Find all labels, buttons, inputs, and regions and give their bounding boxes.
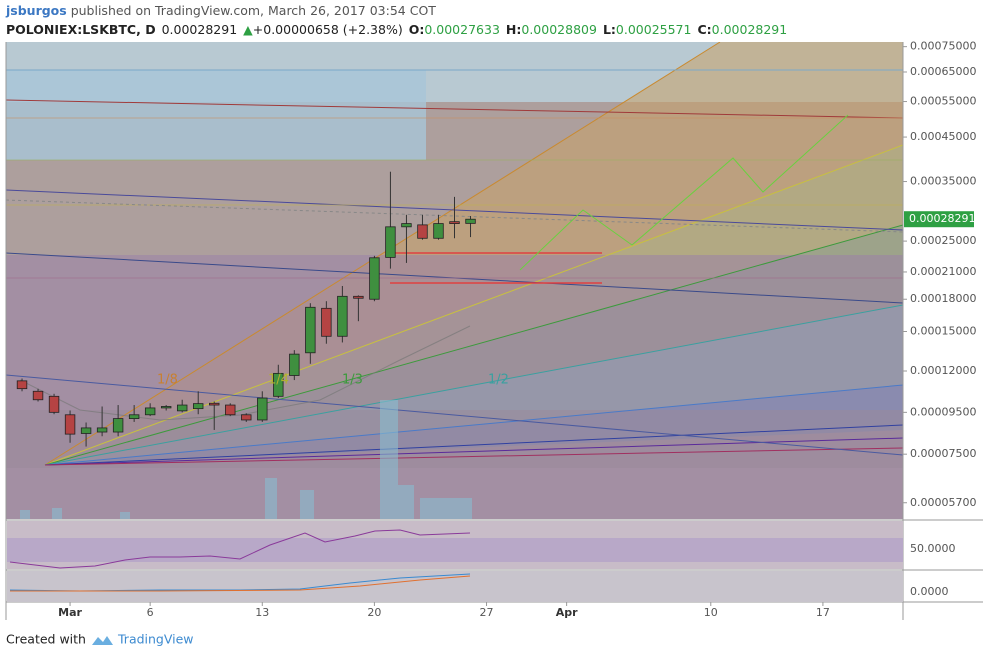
fan-label: 1/2 — [488, 373, 509, 388]
author[interactable]: jsburgos — [5, 3, 67, 18]
footer-brand[interactable]: TradingView — [117, 632, 194, 647]
x-tick-label: 13 — [255, 606, 269, 619]
ohlc-value: 0.00028291 — [712, 22, 788, 37]
logo — [92, 636, 113, 645]
ohlc-label: O: — [409, 22, 425, 37]
macd-tick: 0.0000 — [910, 585, 949, 598]
header-line: jsburgos published on TradingView.com, M… — [5, 3, 436, 18]
drawings — [6, 42, 903, 519]
candle-body — [209, 402, 220, 406]
y-tick-label: 0.00015000 — [910, 325, 976, 338]
published: published on TradingView.com, March 26, … — [67, 3, 437, 18]
x-tick-label: 6 — [147, 606, 154, 619]
candle-body — [96, 427, 108, 433]
candle-body — [144, 407, 156, 416]
y-tick-label: 0.00065000 — [910, 65, 976, 78]
y-tick-label: 0.00012000 — [910, 364, 976, 377]
candle-body — [32, 390, 44, 401]
candle-body — [273, 372, 284, 397]
price-axis-bg — [903, 42, 983, 620]
ohlc-label: L: — [603, 22, 616, 37]
fan-label: 1/8 — [157, 373, 178, 388]
y-tick-label: 0.00018000 — [910, 292, 976, 305]
candle-body — [449, 221, 460, 224]
fan-label: 1/4 — [268, 373, 289, 388]
y-tick-label: 0.00045000 — [910, 130, 976, 143]
candle-body — [417, 224, 428, 239]
candle-body — [433, 223, 444, 239]
fan-label: 1/3 — [342, 373, 363, 388]
candle-body — [193, 403, 204, 410]
candle-body — [241, 414, 252, 421]
candle-body — [289, 353, 300, 376]
candle-body — [385, 226, 396, 258]
candle-body — [353, 295, 364, 299]
last: 0.00028291 — [162, 22, 238, 37]
candle-body — [321, 307, 332, 337]
y-tick-label: 0.00021000 — [910, 265, 976, 278]
symbol-line: POLONIEX:LSKBTC, D 0.00028291 ▲+0.00000658… — [6, 22, 787, 37]
x-tick-label: Apr — [556, 606, 578, 619]
candle-body — [401, 223, 412, 228]
macd-pane — [7, 571, 903, 602]
candle-body — [160, 406, 172, 409]
y-tick-label: 0.00007500 — [910, 447, 976, 460]
ohlc-label: C: — [697, 22, 711, 37]
y-tick-label: 0.00075000 — [910, 40, 976, 53]
ohlc-label: H: — [506, 22, 521, 37]
x-tick-label: 17 — [816, 606, 830, 619]
y-tick-label: 0.00005700 — [910, 496, 976, 509]
price-tag-label: 0.00028291 — [909, 212, 975, 225]
ohlc-value: 0.00025571 — [616, 22, 692, 37]
y-tick-label: 0.00035000 — [910, 175, 976, 188]
x-tick-label: Mar — [58, 606, 82, 619]
candle-body — [80, 427, 92, 434]
candle-body — [257, 397, 268, 421]
candle-body — [64, 414, 76, 435]
footer-text: Created with — [6, 632, 86, 647]
candle-body — [176, 404, 188, 412]
rsi-band — [7, 538, 903, 562]
candle-body — [48, 395, 60, 413]
candle-body — [305, 306, 316, 354]
symbol: POLONIEX:LSKBTC, D — [6, 22, 156, 37]
y-tick-label: 0.00055000 — [910, 95, 976, 108]
candle-body — [128, 414, 140, 420]
rsi-line — [9, 529, 471, 569]
x-tick-label: 10 — [704, 606, 718, 619]
candle-body — [112, 418, 124, 433]
ohlc-value: 0.00027633 — [424, 22, 500, 37]
candle-body — [225, 404, 236, 416]
candle-body — [369, 257, 380, 300]
rsi-tick: 50.0000 — [910, 542, 956, 555]
ohlc-value: 0.00028809 — [521, 22, 597, 37]
x-tick-label: 20 — [367, 606, 381, 619]
price-tag — [904, 211, 974, 228]
change: +0.00000658 (+2.38%) — [253, 22, 403, 37]
candle-body — [337, 295, 348, 337]
candle-body — [16, 380, 28, 390]
y-tick-label: 0.00009500 — [910, 405, 976, 418]
x-tick-label: 27 — [480, 606, 494, 619]
candle-body — [465, 218, 476, 224]
signal-line — [10, 575, 471, 592]
arrow: ▲ — [243, 22, 253, 37]
y-tick-label: 0.00025000 — [910, 234, 976, 247]
